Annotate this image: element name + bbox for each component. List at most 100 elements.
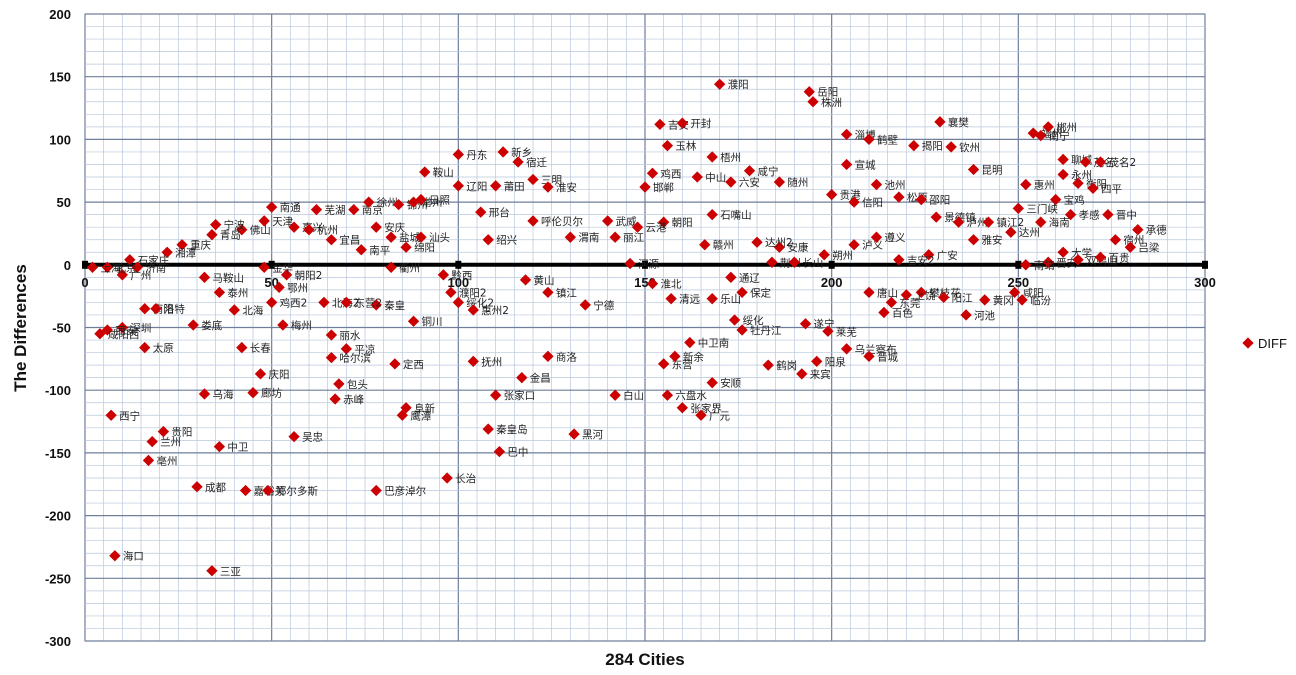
data-point <box>665 293 677 305</box>
data-point <box>1079 156 1092 168</box>
data-point <box>1012 202 1024 215</box>
data-point <box>1035 129 1047 142</box>
data-point <box>1008 286 1021 299</box>
point-label: 云港 <box>646 222 667 234</box>
data-point <box>1072 177 1084 189</box>
x-tick-label: 200 <box>821 275 843 290</box>
point-label: 定西 <box>403 358 424 371</box>
point-label: 鄂尔多斯 <box>276 485 318 498</box>
point-label: 吉安2 <box>907 254 935 267</box>
data-point <box>441 472 453 484</box>
data-point <box>142 454 155 467</box>
point-label: 保定 <box>750 286 771 299</box>
data-point <box>452 180 464 192</box>
point-label: 乌兰察布 <box>855 343 897 356</box>
x-axis-tick <box>1015 260 1022 269</box>
data-point <box>706 377 718 389</box>
data-point <box>1132 224 1144 236</box>
point-label: 衢州 <box>399 262 420 274</box>
data-point <box>1094 251 1107 263</box>
point-label: 济南 <box>145 261 166 274</box>
gridlines <box>84 13 1206 642</box>
data-point <box>325 329 338 341</box>
point-label: 中山 <box>705 171 726 184</box>
data-point <box>198 271 211 283</box>
y-axis-title: The Differences <box>11 264 30 392</box>
point-label: 新乡 <box>511 146 532 159</box>
point-label: 白山 <box>623 389 644 402</box>
point-label: 六安 <box>739 176 760 189</box>
data-point <box>191 481 203 493</box>
point-label: 安顺 <box>720 377 741 390</box>
point-label: 佛山 <box>250 224 271 237</box>
data-point <box>788 256 800 268</box>
point-label: 景德镇 <box>944 211 976 224</box>
data-point <box>796 368 808 380</box>
data-point <box>445 286 457 299</box>
point-label: 泸州 <box>967 217 988 229</box>
data-point <box>982 216 995 228</box>
point-label: 金华 <box>272 261 293 274</box>
data-point <box>266 201 278 213</box>
point-label: 鹤壁 <box>877 133 898 146</box>
data-point <box>370 299 382 311</box>
point-label: 南平 <box>369 244 390 257</box>
point-label: 廊坊 <box>261 387 282 400</box>
point-label: 渭南 <box>578 231 599 244</box>
data-point <box>467 355 479 368</box>
data-point <box>811 355 823 368</box>
data-point <box>247 387 259 399</box>
point-label: 濮阳2 <box>459 286 487 299</box>
point-label: 西宁 <box>119 409 140 422</box>
y-tick-label: 150 <box>49 70 71 85</box>
data-point <box>751 236 763 248</box>
data-point <box>146 435 158 448</box>
data-point <box>661 389 674 401</box>
data-point <box>210 219 222 231</box>
x-axis-tick <box>268 260 275 269</box>
data-point <box>254 368 267 380</box>
data-point <box>945 141 957 153</box>
point-label: 中卫 <box>227 441 248 454</box>
data-point <box>952 216 965 228</box>
data-point <box>848 196 860 208</box>
point-label: 昆明 <box>982 164 1003 176</box>
point-label: 南靖 <box>1034 259 1056 272</box>
data-points: 海口三亚西宁亳州兰州贵阳中卫成都嘉峪关鄂尔多斯巴彦淖尔长治吴忠乌海廊坊庆阳太原娄… <box>86 78 1167 578</box>
data-point <box>150 303 162 315</box>
data-point <box>743 165 756 177</box>
data-point <box>863 350 875 362</box>
data-point <box>310 203 323 216</box>
point-label: 长山 <box>802 257 823 269</box>
data-point <box>475 206 487 218</box>
point-label: 武威 <box>616 215 637 228</box>
data-point <box>415 231 427 243</box>
data-point <box>658 358 670 370</box>
point-label: 遂宁 <box>814 318 835 331</box>
data-point <box>325 351 338 364</box>
data-point <box>725 176 737 188</box>
data-point <box>826 188 838 201</box>
data-point <box>915 286 927 299</box>
point-label: 海口 <box>123 550 144 563</box>
data-point <box>400 241 412 253</box>
point-label: 张家口 <box>504 389 535 402</box>
x-axis-title: 284 Cities <box>605 650 684 669</box>
point-label: 清远 <box>679 293 700 306</box>
legend-label: DIFF <box>1258 336 1287 351</box>
data-point <box>139 303 151 315</box>
point-label: 邯郸 <box>653 181 674 194</box>
data-point <box>1094 156 1107 168</box>
data-point <box>131 261 143 273</box>
y-tick-label: -200 <box>45 509 71 524</box>
point-label: 北京 <box>115 261 136 274</box>
point-label: 西安 <box>115 324 136 337</box>
data-point <box>818 249 830 261</box>
point-label: 新余 <box>683 350 704 363</box>
data-point <box>452 296 464 309</box>
data-point <box>967 234 980 246</box>
point-label: 咸宁 <box>758 165 779 178</box>
data-point <box>262 484 274 497</box>
data-point <box>542 181 554 193</box>
